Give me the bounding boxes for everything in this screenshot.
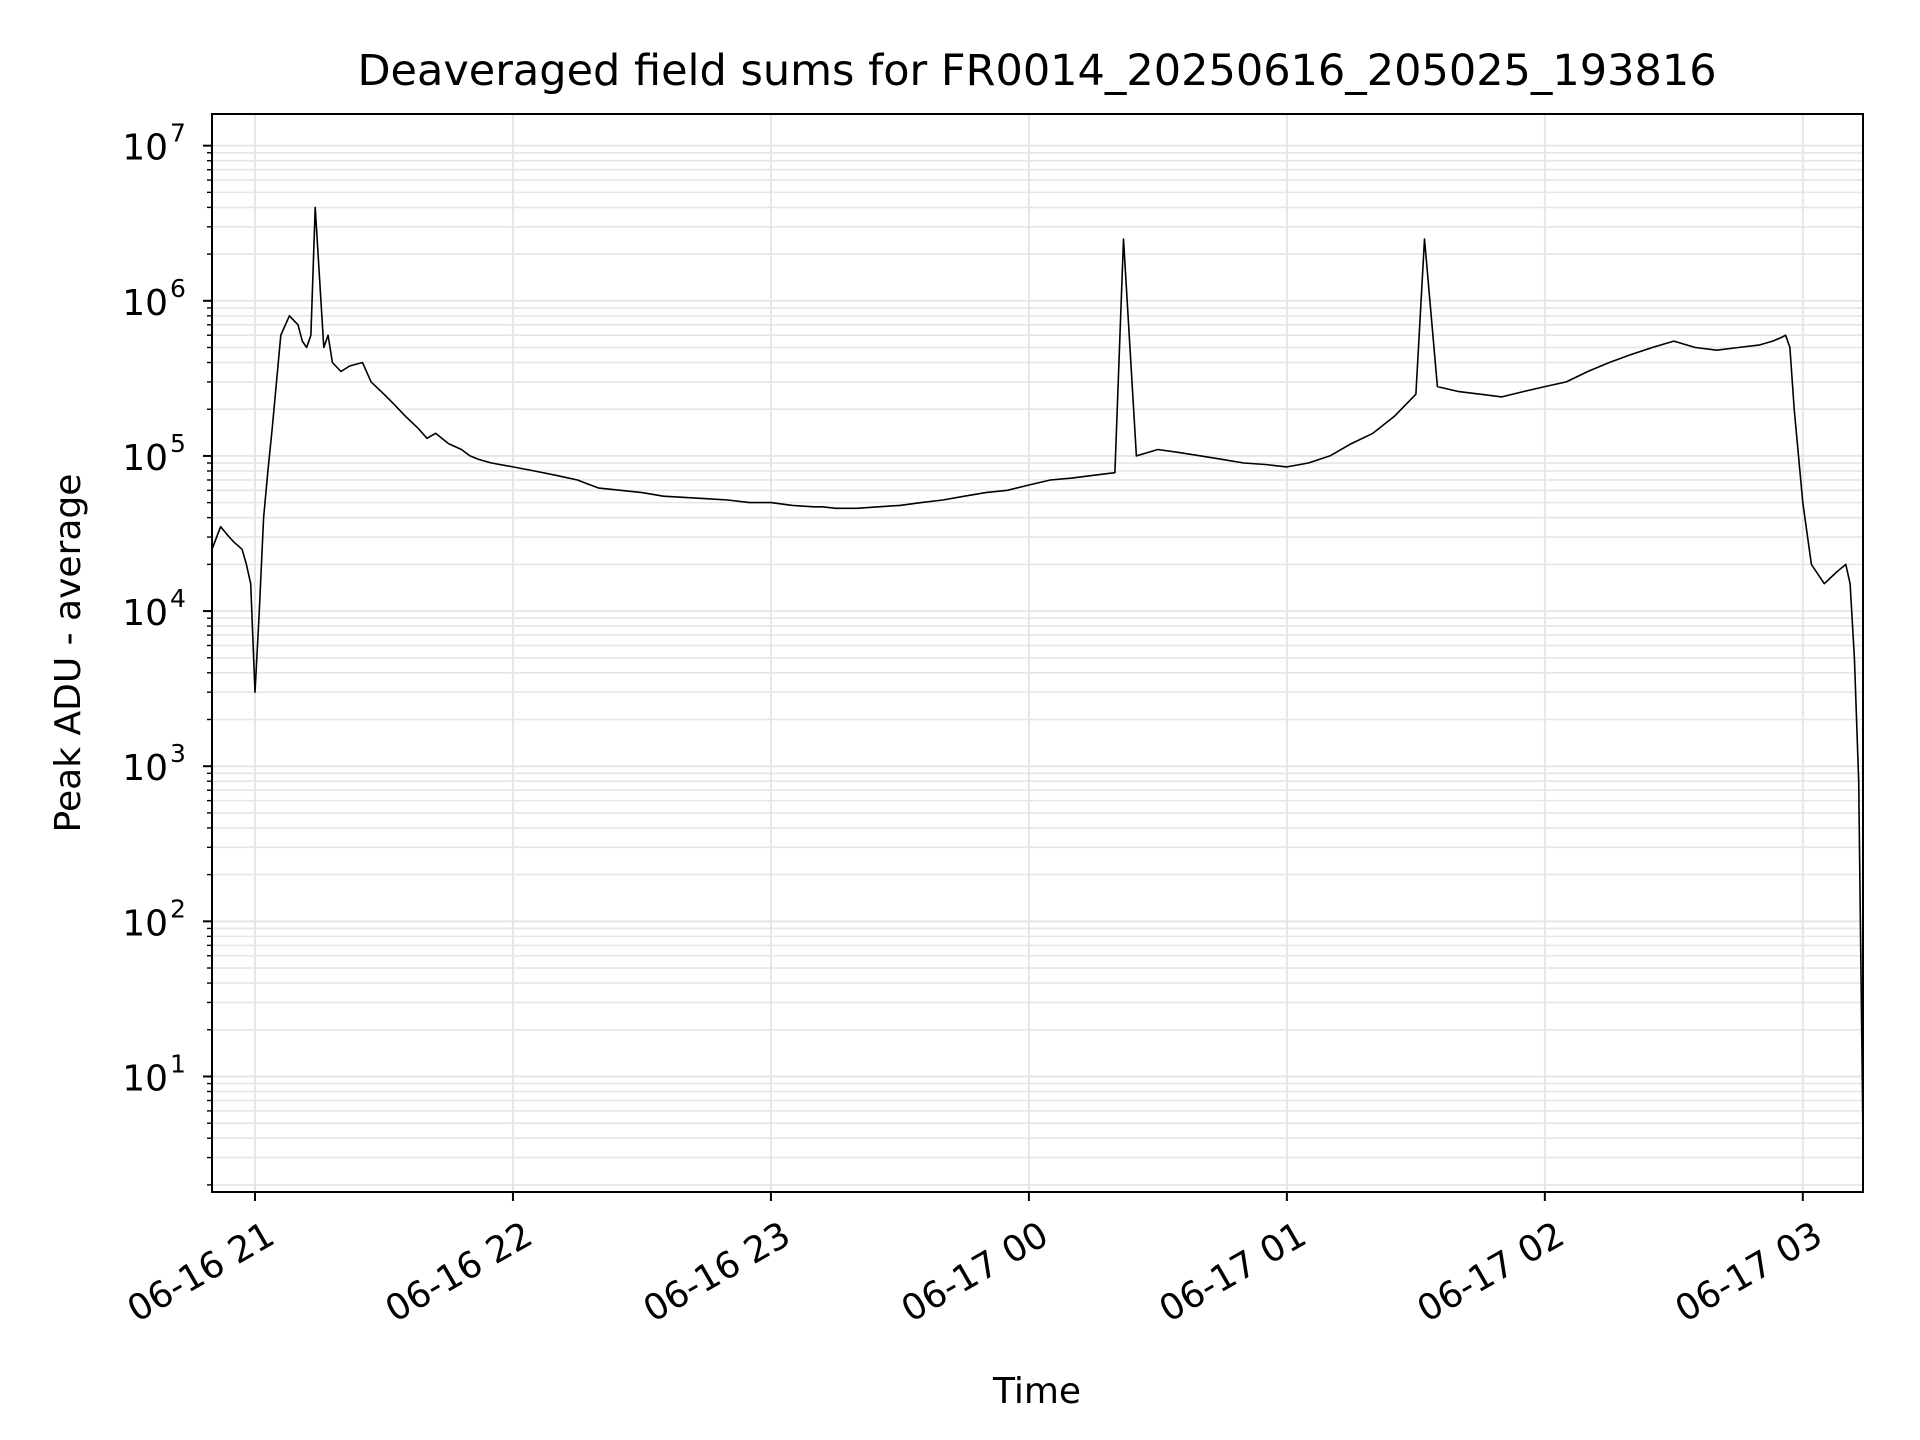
y-tick-label: 10 — [122, 438, 168, 479]
y-tick-label-exponent: 7 — [170, 119, 186, 148]
y-tick-label: 10 — [122, 593, 168, 634]
x-axis-label: Time — [992, 1371, 1081, 1412]
y-tick-label-exponent: 5 — [170, 429, 186, 458]
series-layer — [211, 206, 1864, 1139]
y-tick-label-exponent: 4 — [170, 584, 186, 613]
y-tick-label: 10 — [122, 283, 168, 324]
y-tick-label: 10 — [122, 903, 168, 944]
series-line — [211, 206, 1864, 1139]
plot-frame — [211, 113, 1864, 1193]
y-tick-label: 10 — [122, 128, 168, 169]
y-tick-label: 10 — [122, 1058, 168, 1099]
y-tick-label-exponent: 2 — [170, 894, 186, 923]
y-tick-label-exponent: 1 — [170, 1049, 186, 1078]
chart-title: Deaveraged field sums for FR0014_2025061… — [357, 46, 1716, 96]
y-tick-label: 10 — [122, 748, 168, 789]
y-tick-label-exponent: 6 — [170, 274, 186, 303]
grid — [212, 114, 1863, 1192]
y-axis-label: Peak ADU - average — [48, 474, 89, 833]
y-tick-label-exponent: 3 — [170, 739, 186, 768]
